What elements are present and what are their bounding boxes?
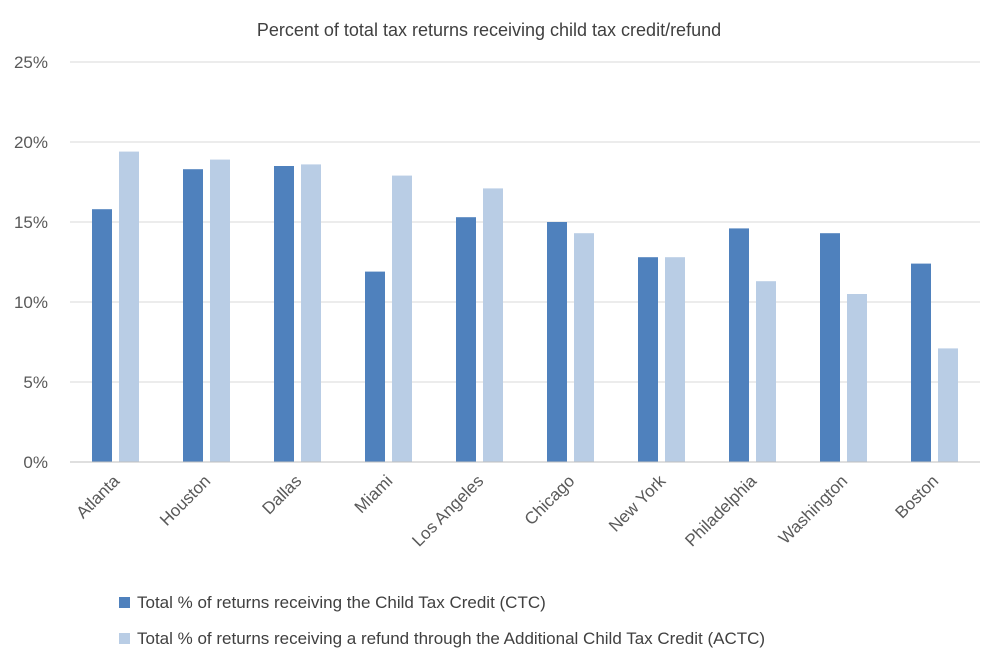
- y-tick-label: 20%: [14, 133, 48, 152]
- category-label: Philadelphia: [681, 471, 760, 550]
- category-label: Washington: [775, 471, 851, 547]
- bar-actc-houston: [210, 159, 230, 462]
- category-label: Los Angeles: [408, 471, 487, 550]
- category-label: Miami: [351, 471, 396, 516]
- category-label: Chicago: [521, 471, 579, 529]
- bar-ctc-washington: [820, 233, 840, 462]
- bar-ctc-boston: [911, 263, 931, 462]
- category-label: Atlanta: [72, 471, 123, 522]
- bar-ctc-chicago: [547, 222, 567, 462]
- bar-ctc-atlanta: [92, 209, 112, 462]
- bar-ctc-los-angeles: [456, 217, 476, 462]
- y-tick-label: 25%: [14, 53, 48, 72]
- bar-actc-miami: [392, 175, 412, 462]
- y-tick-label: 10%: [14, 293, 48, 312]
- bar-ctc-miami: [365, 271, 385, 462]
- category-label: Dallas: [258, 471, 305, 518]
- legend-label-actc: Total % of returns receiving a refund th…: [137, 629, 765, 648]
- bars: [92, 151, 958, 462]
- bar-actc-atlanta: [119, 151, 139, 462]
- bar-ctc-philadelphia: [729, 228, 749, 462]
- bar-actc-philadelphia: [756, 281, 776, 462]
- legend-label-ctc: Total % of returns receiving the Child T…: [137, 593, 546, 612]
- y-axis-ticks: 0% 5% 10% 15% 20% 25%: [14, 53, 48, 472]
- bar-actc-los-angeles: [483, 188, 503, 462]
- legend: Total % of returns receiving the Child T…: [119, 593, 765, 648]
- chart-title: Percent of total tax returns receiving c…: [257, 20, 721, 40]
- gridlines: [70, 61, 980, 383]
- y-tick-label: 5%: [23, 373, 48, 392]
- legend-swatch-actc: [119, 633, 130, 644]
- category-labels: Atlanta Houston Dallas Miami Los Angeles Chic…: [72, 471, 942, 550]
- bar-actc-dallas: [301, 164, 321, 462]
- bar-actc-boston: [938, 348, 958, 462]
- category-label: Boston: [891, 471, 942, 522]
- bar-actc-chicago: [574, 233, 594, 462]
- y-tick-label: 15%: [14, 213, 48, 232]
- y-tick-label: 0%: [23, 453, 48, 472]
- bar-actc-new-york: [665, 257, 685, 462]
- bar-ctc-dallas: [274, 166, 294, 462]
- bar-actc-washington: [847, 294, 867, 462]
- legend-swatch-ctc: [119, 597, 130, 608]
- category-label: Houston: [156, 471, 214, 529]
- bar-ctc-houston: [183, 169, 203, 462]
- bar-ctc-new-york: [638, 257, 658, 462]
- category-label: New York: [605, 471, 670, 536]
